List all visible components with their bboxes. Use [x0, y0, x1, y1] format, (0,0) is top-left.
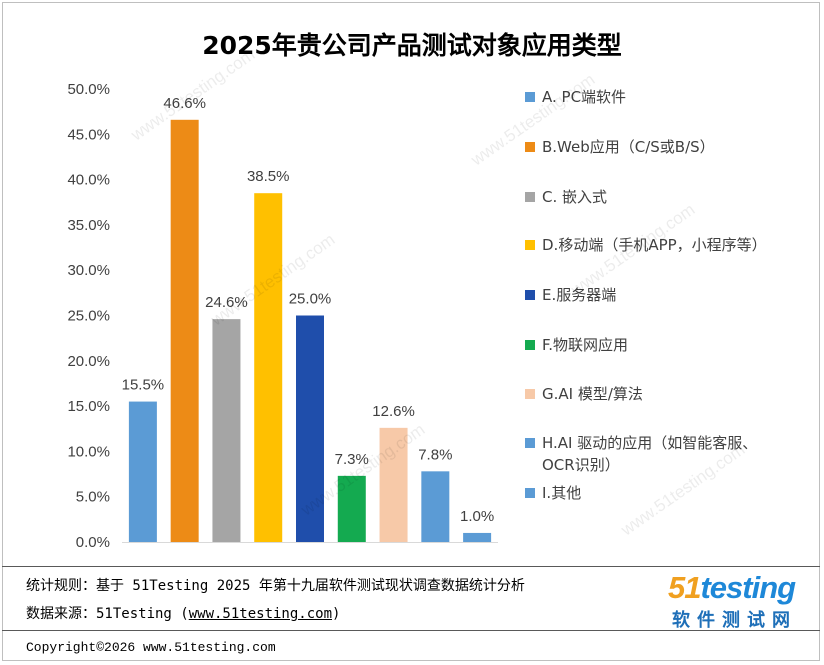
legend-swatch — [525, 290, 535, 300]
logo-word: testing — [700, 570, 796, 605]
legend-label: G.AI 模型/算法 — [542, 385, 643, 403]
data-label: 1.0% — [460, 508, 494, 525]
bar-f — [337, 475, 366, 542]
legend-swatch — [525, 488, 535, 498]
copyright-divider — [2, 630, 820, 631]
legend-label: I.其他 — [542, 484, 582, 502]
y-tick-label: 0.0% — [76, 534, 110, 551]
footer-source-text: 数据来源：51Testing (www.51testing.com) — [26, 603, 340, 623]
legend-swatch — [525, 340, 535, 350]
bar-b — [170, 119, 199, 542]
data-label: 25.0% — [289, 291, 332, 308]
bar-d — [254, 193, 283, 542]
legend-label: H.AI 驱动的应用（如智能客服、OCR识别） — [542, 434, 758, 474]
y-tick-label: 25.0% — [67, 308, 110, 325]
bar-h — [421, 471, 450, 542]
legend-swatch — [525, 438, 535, 448]
data-label: 7.3% — [335, 451, 369, 468]
legend-label: A. PC端软件 — [542, 88, 627, 106]
legend-swatch — [525, 389, 535, 399]
y-tick-label: 45.0% — [67, 126, 110, 143]
y-tick-label: 15.0% — [67, 398, 110, 415]
source-prefix: 数据来源：51Testing ( — [26, 606, 189, 622]
footer-rule-text: 统计规则：基于 51Testing 2025 年第十九届软件测试现状调查数据统计… — [26, 578, 525, 594]
legend-swatch — [525, 240, 535, 250]
bar-a — [128, 401, 157, 542]
chart-title: 2025年贵公司产品测试对象应用类型 — [202, 31, 622, 60]
footer-divider — [2, 566, 820, 567]
y-tick-label: 20.0% — [67, 353, 110, 370]
data-label: 15.5% — [122, 377, 165, 394]
data-label: 12.6% — [372, 403, 415, 420]
bar-i — [463, 532, 492, 542]
logo-wordmark: 51testing — [668, 570, 796, 606]
legend-label: E.服务器端 — [542, 286, 617, 304]
y-tick-label: 30.0% — [67, 262, 110, 279]
bar-g — [379, 427, 408, 542]
y-tick-label: 10.0% — [67, 443, 110, 460]
y-tick-label: 40.0% — [67, 172, 110, 189]
legend-label: C. 嵌入式 — [542, 188, 608, 206]
51testing-logo: 51testing 软件测试网 — [668, 570, 818, 631]
data-label: 38.5% — [247, 168, 290, 185]
y-tick-label: 35.0% — [67, 217, 110, 234]
y-tick-label: 5.0% — [76, 489, 110, 506]
logo-number: 51 — [668, 570, 701, 605]
y-tick-label: 50.0% — [67, 81, 110, 98]
legend-swatch — [525, 142, 535, 152]
data-label: 7.8% — [418, 446, 452, 463]
data-label: 46.6% — [163, 95, 206, 112]
legend-swatch — [525, 192, 535, 202]
bar-e — [296, 315, 324, 542]
source-link[interactable]: www.51testing.com — [188, 606, 333, 622]
legend-label: F.物联网应用 — [542, 336, 628, 354]
data-label: 24.6% — [205, 294, 248, 311]
bar-c — [212, 319, 241, 542]
legend-swatch — [525, 92, 535, 102]
logo-subtitle: 软件测试网 — [672, 610, 797, 631]
source-suffix: ) — [332, 606, 341, 622]
copyright-text: Copyright©2026 www.51testing.com — [26, 640, 276, 655]
legend-label: B.Web应用（C/S或B/S） — [542, 138, 715, 156]
legend-label: D.移动端（手机APP，小程序等） — [542, 236, 767, 254]
